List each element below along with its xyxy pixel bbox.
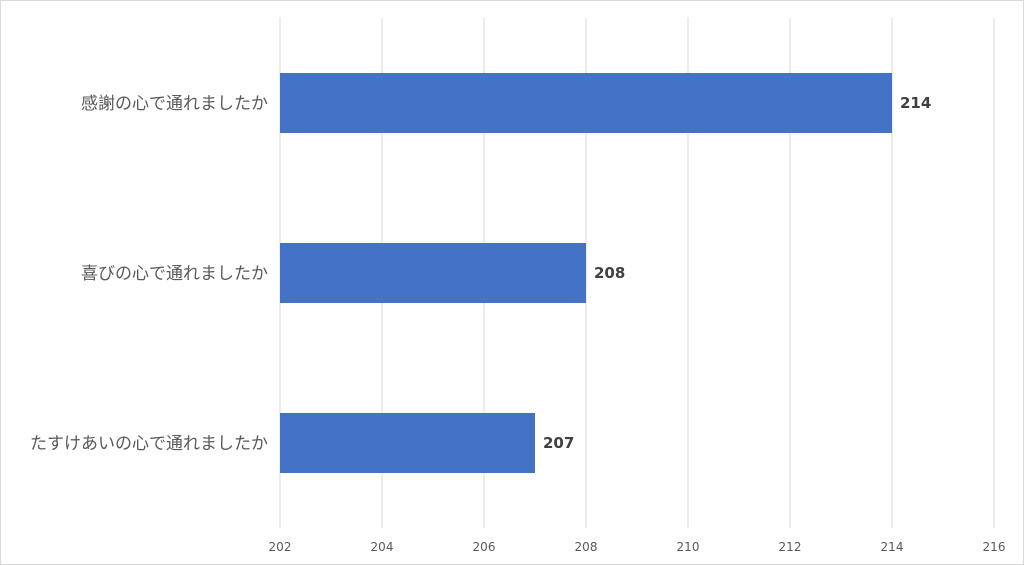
- x-tick-label: 208: [575, 540, 598, 554]
- x-tick-label: 210: [677, 540, 700, 554]
- x-tick-label: 206: [473, 540, 496, 554]
- x-tick-label: 202: [269, 540, 292, 554]
- category-label: 感謝の心で通れましたか: [81, 94, 268, 114]
- bar: [280, 243, 586, 303]
- bar: [280, 413, 535, 473]
- x-tick-label: 214: [881, 540, 904, 554]
- x-tick-label: 204: [371, 540, 394, 554]
- data-label: 208: [594, 264, 625, 282]
- category-label: たすけあいの心で通れましたか: [30, 434, 268, 454]
- category-label: 喜びの心で通れましたか: [81, 264, 268, 284]
- x-tick-label: 216: [983, 540, 1006, 554]
- x-axis-tick-labels: 202 204 206 208 210 212 214 216: [269, 540, 1006, 554]
- bar: [280, 73, 892, 133]
- data-label: 214: [900, 94, 931, 112]
- bars: [280, 73, 892, 473]
- x-tick-label: 212: [779, 540, 802, 554]
- data-label: 207: [543, 434, 574, 452]
- data-labels: 214 208 207: [543, 94, 931, 452]
